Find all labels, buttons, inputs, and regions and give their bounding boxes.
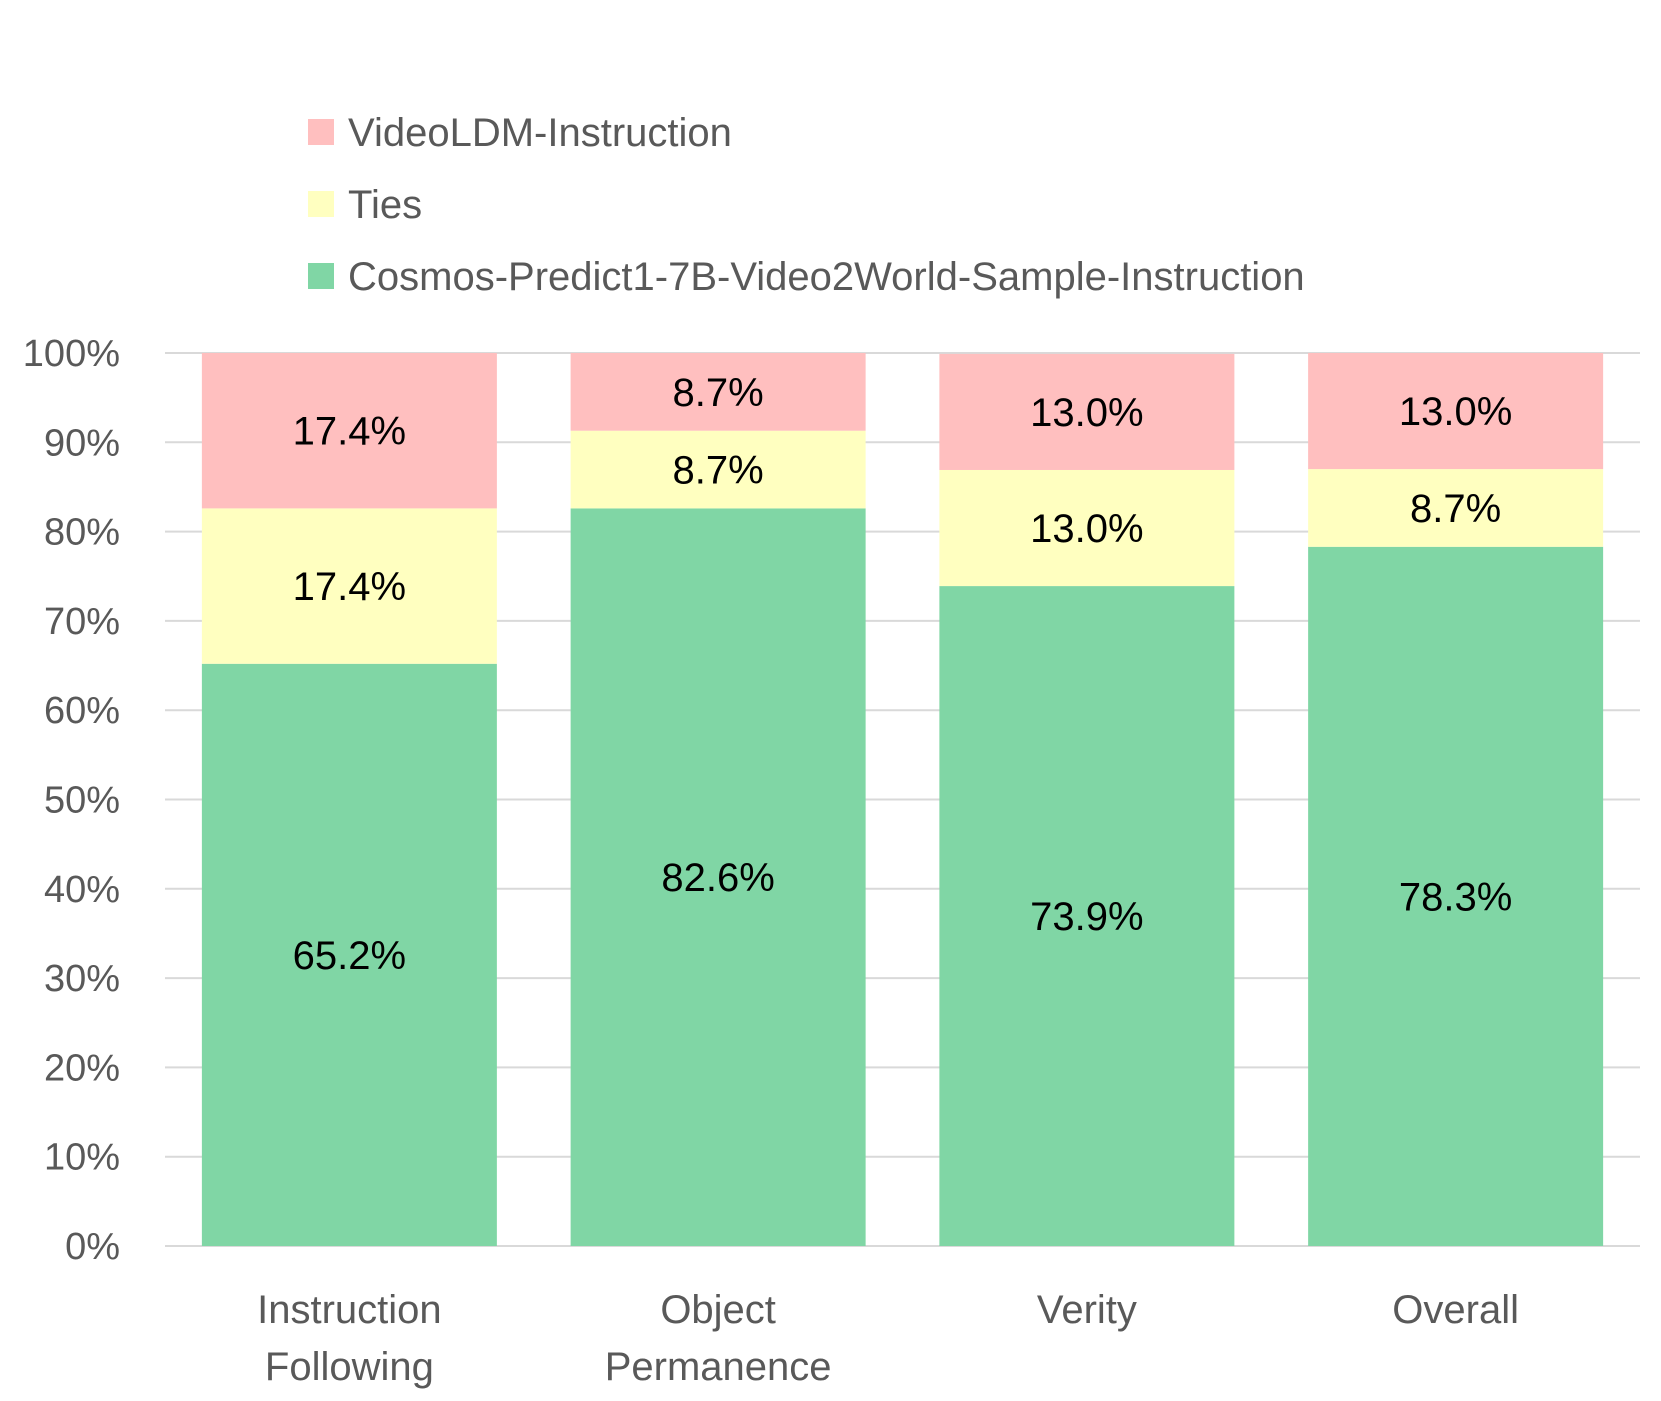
- bars: [201, 353, 1604, 1247]
- bar-segment: [1308, 353, 1604, 470]
- data-label: 8.7%: [673, 371, 764, 415]
- bar-segment: [570, 430, 866, 509]
- bar-segment: [939, 353, 1235, 470]
- legend-label: VideoLDM-Instruction: [348, 111, 732, 155]
- bar-segment: [939, 586, 1235, 1246]
- legend-swatch: [308, 263, 334, 289]
- y-tick-label: 50%: [44, 780, 120, 822]
- y-tick-label: 20%: [44, 1047, 120, 1089]
- bar-segment: [201, 663, 497, 1246]
- bar-segment: [1308, 546, 1604, 1246]
- x-category-label: Object: [660, 1288, 776, 1332]
- x-category-label: Following: [265, 1345, 434, 1389]
- data-label: 8.7%: [1410, 487, 1501, 531]
- legend-label: Cosmos-Predict1-7B-Video2World-Sample-In…: [348, 255, 1305, 299]
- data-label: 17.4%: [293, 410, 406, 454]
- y-tick-label: 80%: [44, 512, 120, 554]
- data-label: 82.6%: [661, 856, 774, 900]
- bar-segment: [939, 469, 1235, 587]
- legend-label: Ties: [348, 183, 422, 227]
- bar-segment: [570, 353, 866, 431]
- data-label: 13.0%: [1030, 391, 1143, 435]
- y-tick-label: 70%: [44, 601, 120, 643]
- y-tick-label: 90%: [44, 422, 120, 464]
- y-tick-label: 60%: [44, 690, 120, 732]
- legend-swatch: [308, 119, 334, 145]
- bar-segment: [201, 508, 497, 664]
- data-label: 8.7%: [673, 449, 764, 493]
- y-tick-label: 100%: [23, 333, 120, 375]
- y-tick-label: 40%: [44, 869, 120, 911]
- x-category-label: Permanence: [605, 1345, 832, 1389]
- legend-swatch: [308, 191, 334, 217]
- bar-segment: [1308, 469, 1604, 547]
- y-tick-label: 30%: [44, 958, 120, 1000]
- data-label: 73.9%: [1030, 895, 1143, 939]
- data-label: 78.3%: [1399, 875, 1512, 919]
- data-label: 65.2%: [293, 934, 406, 978]
- legend: VideoLDM-Instruction Ties Cosmos-Predict1-…: [308, 111, 1305, 299]
- y-tick-label: 10%: [44, 1137, 120, 1179]
- data-label: 13.0%: [1399, 390, 1512, 434]
- data-labels: 65.2% 17.4% 17.4% 82.6% 8.7% 8.7% 73.9% 13.0% 13…: [293, 371, 1513, 978]
- x-category-label: Verity: [1037, 1288, 1137, 1332]
- bar-segment: [570, 508, 866, 1247]
- data-label: 17.4%: [293, 565, 406, 609]
- bar-segment: [201, 353, 497, 509]
- y-tick-label: 0%: [65, 1226, 120, 1268]
- axes: 0% 10% 20% 30% 40% 50% 60% 70% 80% 90% 100% Instruc…: [23, 333, 1519, 1389]
- x-category-label: Overall: [1392, 1288, 1519, 1332]
- x-category-label: Instruction: [257, 1288, 442, 1332]
- data-label: 13.0%: [1030, 507, 1143, 551]
